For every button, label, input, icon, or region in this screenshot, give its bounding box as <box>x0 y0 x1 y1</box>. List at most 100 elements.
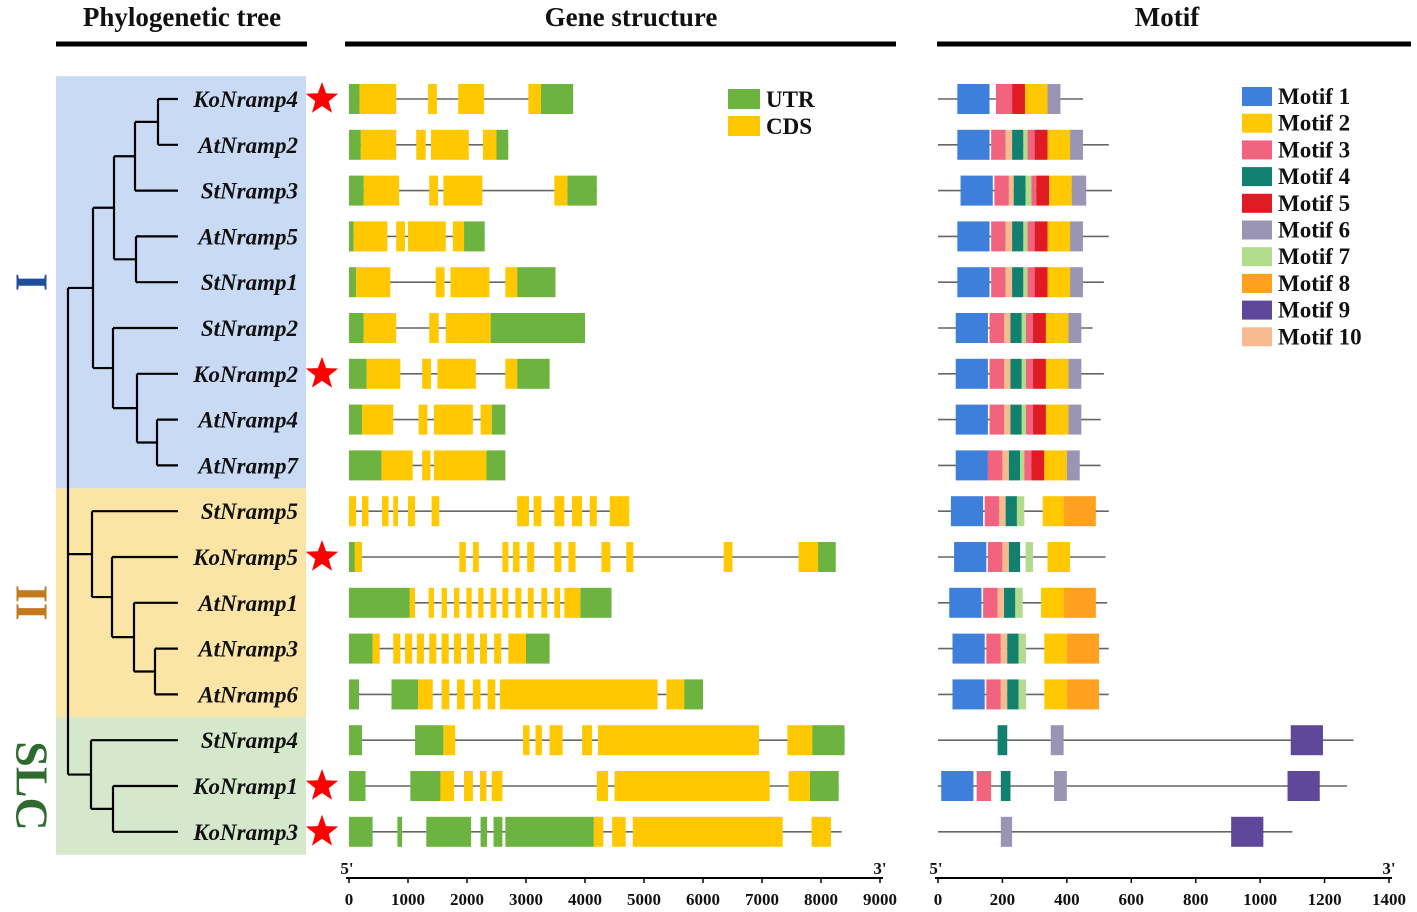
motif-row-AtNramp3 <box>938 633 1109 664</box>
utr-segment <box>349 313 364 343</box>
motif-7-block <box>1015 587 1023 618</box>
gene-row-StNramp4 <box>349 725 845 756</box>
legend-label-motif-9: Motif 9 <box>1278 298 1350 323</box>
motif-9-block <box>1287 771 1320 801</box>
utr-segment <box>517 358 550 389</box>
gene-row-StNramp1 <box>349 267 556 298</box>
gene-label-AtNramp4: AtNramp4 <box>196 408 298 433</box>
cds-segment <box>429 633 437 664</box>
motif-row-AtNramp4 <box>938 404 1101 435</box>
cds-segment <box>597 725 760 756</box>
motif-6-block <box>1050 725 1064 756</box>
motif-6-block <box>1070 221 1083 252</box>
gene-row-StNramp2 <box>349 313 585 343</box>
motif-8-block <box>1063 496 1096 527</box>
cds-segment <box>596 771 609 801</box>
motif-4-block <box>1000 771 1011 801</box>
cds-segment <box>450 267 490 298</box>
gene-label-AtNramp1: AtNramp1 <box>196 591 298 616</box>
cds-segment <box>454 633 462 664</box>
utr-segment <box>349 679 360 710</box>
motif-axis-tick-label: 1200 <box>1308 890 1342 909</box>
gene-axis-tick-label: 8000 <box>804 890 838 909</box>
cds-segment <box>405 633 413 664</box>
cds-segment <box>452 221 465 252</box>
motif-7-block <box>1020 450 1025 481</box>
cds-segment <box>366 358 401 389</box>
cds-segment <box>441 679 450 710</box>
motif-row-KoNramp3 <box>938 816 1293 847</box>
motif-4-block <box>1008 450 1021 481</box>
cds-segment <box>456 679 465 710</box>
motif-3-block <box>991 221 1006 252</box>
cds-segment <box>440 771 455 801</box>
gene-axis-tick-label: 6000 <box>686 890 720 909</box>
gene-label-KoNramp1: KoNramp1 <box>192 774 298 799</box>
motif-4-block <box>1012 129 1024 160</box>
cds-segment <box>349 496 357 527</box>
gene-axis-tick-label: 7000 <box>745 890 779 909</box>
cds-segment <box>632 816 783 847</box>
cds-segment <box>479 633 488 664</box>
gene-label-AtNramp2: AtNramp2 <box>196 133 298 158</box>
gene-row-StNramp3 <box>349 175 597 206</box>
motif-row-AtNramp5 <box>938 221 1109 252</box>
gene-axis-5prime-label: 5' <box>340 859 353 878</box>
motif-row-AtNramp1 <box>938 587 1108 618</box>
group-backgrounds <box>56 76 306 855</box>
motif-7-block <box>1021 404 1026 435</box>
cds-segment <box>393 496 398 527</box>
motif-6-block <box>1068 404 1082 435</box>
gene-label-StNramp1: StNramp1 <box>201 270 298 295</box>
motif-row-KoNramp2 <box>938 358 1104 389</box>
cds-segment <box>467 633 475 664</box>
gene-axis-tick-label: 1000 <box>391 890 425 909</box>
cds-segment <box>429 175 439 206</box>
motif-2-block <box>1045 313 1069 343</box>
motif-3-block <box>989 313 1005 343</box>
cds-segment <box>515 587 522 618</box>
gene-label-StNramp4: StNramp4 <box>201 728 298 753</box>
cds-segment <box>356 267 391 298</box>
cds-segment <box>494 633 502 664</box>
cds-segment <box>500 679 658 710</box>
gene-row-AtNramp3 <box>349 633 550 664</box>
motif-axis-tick-label: 1000 <box>1243 890 1277 909</box>
motif-5-block <box>1034 129 1048 160</box>
motif-10-block <box>1005 129 1013 160</box>
cds-segment <box>433 450 487 481</box>
motif-9-block <box>1290 725 1323 756</box>
cds-segment <box>428 587 434 618</box>
motif-1-block <box>952 633 985 664</box>
motif-4-block <box>1010 404 1022 435</box>
motif-axis-tick-label: 400 <box>1054 890 1080 909</box>
motif-10-block <box>1000 679 1008 710</box>
motif-axis-tick-label: 200 <box>990 890 1016 909</box>
motif-4-block <box>997 725 1008 756</box>
motif-row-StNramp4 <box>938 725 1354 756</box>
motif-10-block <box>1000 633 1008 664</box>
motif-10-block <box>997 587 1005 618</box>
cds-segment <box>363 313 397 343</box>
motif-9-block <box>1231 816 1264 847</box>
gene-axis-tick-label: 5000 <box>627 890 661 909</box>
motif-7-block <box>1018 633 1026 664</box>
utr-segment <box>349 84 360 114</box>
motif-4-block <box>1008 542 1021 572</box>
gene-row-StNramp5 <box>349 496 630 527</box>
motif-2-block <box>1045 358 1069 389</box>
cds-segment <box>787 725 813 756</box>
motif-row-AtNramp6 <box>938 679 1109 710</box>
motif-2-block <box>1045 404 1069 435</box>
cds-segment <box>458 84 485 114</box>
utr-segment <box>684 679 703 710</box>
motif-5-block <box>1033 358 1046 389</box>
cds-segment <box>554 496 565 527</box>
gene-row-AtNramp2 <box>349 129 509 160</box>
motif-3-block <box>1031 175 1037 206</box>
gene-label-StNramp5: StNramp5 <box>201 499 298 524</box>
gene-label-KoNramp5: KoNramp5 <box>192 545 298 570</box>
motif-3-block <box>994 175 1009 206</box>
